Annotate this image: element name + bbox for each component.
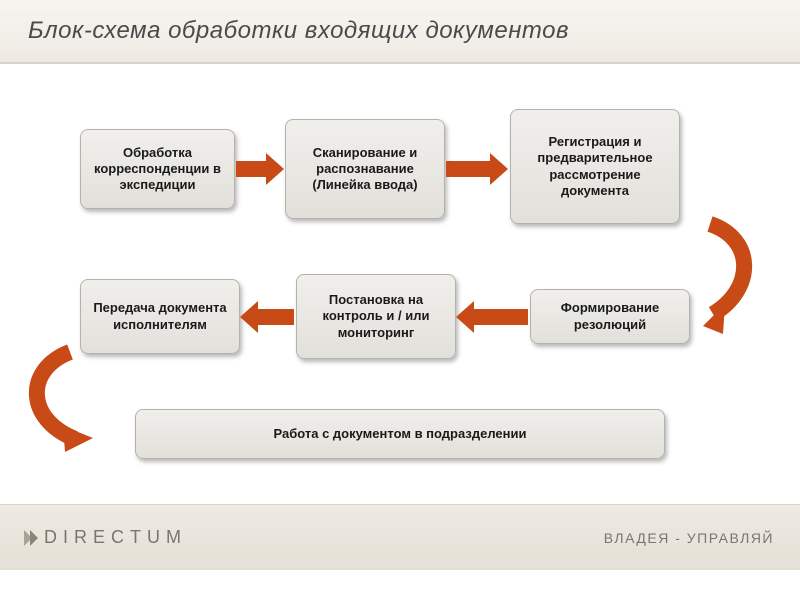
flow-node: Работа с документом в подразделении xyxy=(135,409,665,459)
flow-node: Передача документа исполнителям xyxy=(80,279,240,354)
tagline: ВЛАДЕЯ - УПРАВЛЯЙ xyxy=(604,530,774,546)
footer: DIRECTUM ВЛАДЕЯ - УПРАВЛЯЙ xyxy=(0,504,800,570)
flow-node: Сканирование и распознавание (Линейка вв… xyxy=(285,119,445,219)
flow-arrow xyxy=(236,153,284,185)
flow-curve-arrow xyxy=(595,214,765,324)
logo: DIRECTUM xyxy=(22,527,187,548)
flow-node: Обработка корреспонденции в экспедиции xyxy=(80,129,235,209)
logo-icon xyxy=(22,528,40,548)
flow-arrow xyxy=(446,153,508,185)
flowchart-canvas: Обработка корреспонденции в экспедиции Ск… xyxy=(0,64,800,504)
header: Блок-схема обработки входящих документов xyxy=(0,0,800,64)
page-title: Блок-схема обработки входящих документов xyxy=(28,17,569,45)
logo-text: DIRECTUM xyxy=(44,527,187,548)
flow-arrow xyxy=(240,301,294,333)
flow-node: Регистрация и предварительное рассмотрен… xyxy=(510,109,680,224)
flow-arrow xyxy=(456,301,528,333)
flow-node: Постановка на контроль и / или мониторин… xyxy=(296,274,456,359)
flow-curve-arrow xyxy=(15,344,155,454)
